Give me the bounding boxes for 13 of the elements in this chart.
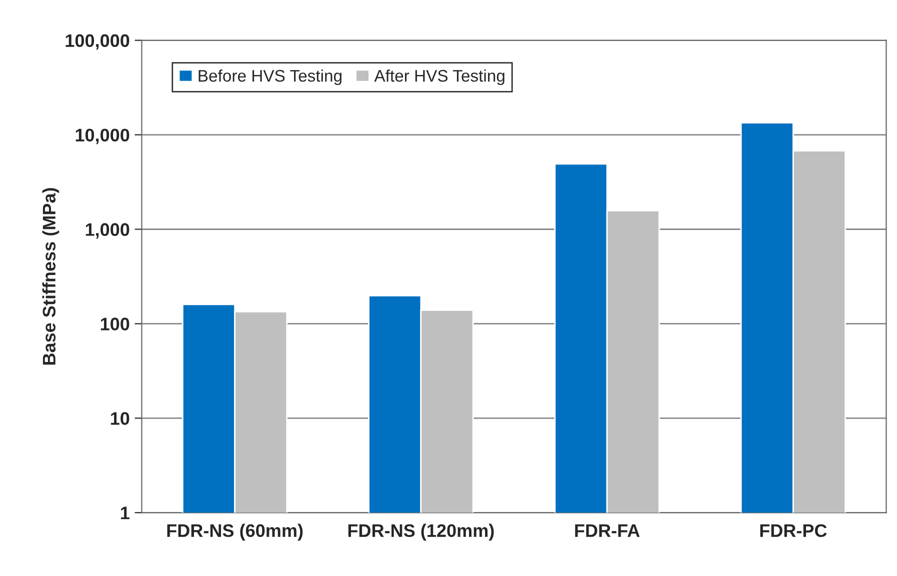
x-tick-label: FDR-NS (120mm) — [348, 524, 494, 541]
legend-label: Before HVS Testing — [198, 69, 342, 86]
y-tick-label: 1,000 — [86, 223, 130, 239]
y-tick-label: 100,000 — [66, 34, 130, 50]
y-axis-title: Base Stiffness (MPa) — [42, 188, 60, 365]
legend-label: After HVS Testing — [374, 69, 504, 86]
x-tick-label: FDR-PC — [760, 524, 827, 538]
y-tick-label: 10 — [110, 412, 130, 425]
y-tick-label: 100 — [100, 318, 130, 330]
y-tick-label: 10,000 — [76, 128, 130, 144]
x-tick-label: FDR-NS (60mm) — [167, 524, 303, 541]
y-tick-label: 1 — [121, 506, 130, 520]
x-tick-label: FDR-FA — [575, 524, 640, 537]
